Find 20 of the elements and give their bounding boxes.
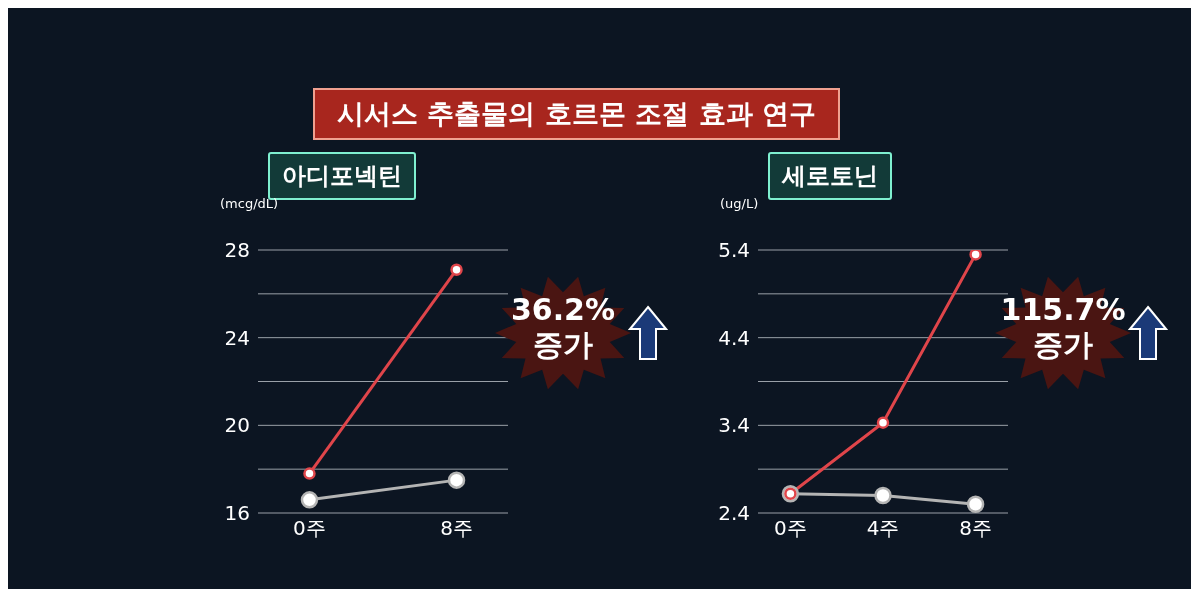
y-tick-label: 3.4 bbox=[718, 413, 750, 438]
x-tick-label: 0주 bbox=[774, 516, 807, 541]
x-tick-label: 8주 bbox=[440, 516, 473, 541]
chart-subtitle: 세로토닌 bbox=[768, 152, 892, 200]
y-tick-label: 5.4 bbox=[718, 238, 750, 263]
annotation: 115.7% 증가 bbox=[999, 292, 1127, 362]
y-axis-title: (ug/L) bbox=[720, 196, 759, 211]
y-tick-label: 2.4 bbox=[718, 501, 750, 526]
y-axis-title: (mcg/dL) bbox=[220, 196, 279, 211]
y-tick-label: 16 bbox=[224, 501, 250, 526]
y-tick-label: 24 bbox=[224, 325, 250, 350]
x-tick-label: 4주 bbox=[866, 516, 900, 541]
x-tick-label: 0주 bbox=[293, 516, 326, 541]
y-tick-label: 28 bbox=[224, 238, 250, 263]
text: 시서스 추출물의 호르몬 조절 효과 연구 bbox=[313, 88, 840, 140]
y-tick-label: 20 bbox=[224, 413, 250, 438]
x-tick-label: 8주 bbox=[959, 516, 992, 541]
text: 36.2% 증가 bbox=[509, 292, 617, 362]
chart-subtitle: 아디포넥틴 bbox=[282, 162, 402, 190]
y-tick-label: 4.4 bbox=[718, 325, 750, 350]
